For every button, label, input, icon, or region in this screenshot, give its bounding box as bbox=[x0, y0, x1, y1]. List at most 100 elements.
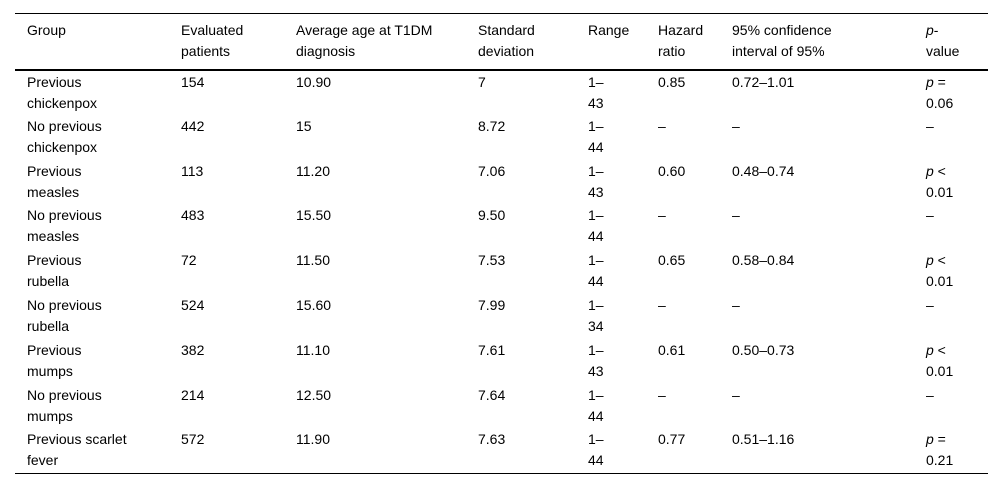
cell-hazard-ratio: – bbox=[658, 386, 666, 403]
col-header-average-age: Average age at T1DM diagnosis bbox=[284, 13, 466, 71]
cell-standard-deviation: 7.63 bbox=[478, 431, 506, 448]
col-header-group: Group bbox=[15, 13, 169, 71]
p-header-rest: - value bbox=[926, 22, 960, 59]
cell-average-age: 11.50 bbox=[296, 252, 330, 269]
cell-p-value: p = 0.21 bbox=[926, 431, 954, 469]
p-symbol: p bbox=[926, 74, 934, 90]
cell-average-age: 15.50 bbox=[296, 207, 332, 224]
p-symbol: p bbox=[926, 341, 934, 358]
cell-range: 1– 44 bbox=[588, 207, 604, 245]
cell-average-age: 11.10 bbox=[296, 341, 330, 358]
statistics-table: Group Evaluated patients Average age at … bbox=[15, 13, 988, 474]
cell-confidence-interval: 0.51–1.16 bbox=[732, 431, 795, 448]
cell-average-age: 10.90 bbox=[296, 74, 332, 90]
cell-confidence-interval: 0.72–1.01 bbox=[732, 74, 795, 90]
cell-p-value: p < 0.01 bbox=[926, 252, 954, 290]
cell-hazard-ratio: – bbox=[658, 117, 666, 134]
table-row: Previous measles 113 11.20 7.06 1– 43 0.… bbox=[15, 160, 988, 205]
col-header-confidence-interval: 95% confidence interval of 95% bbox=[720, 13, 914, 71]
cell-range: 1– 43 bbox=[588, 341, 604, 379]
cell-standard-deviation: 7.06 bbox=[478, 162, 506, 179]
cell-p-value: – bbox=[926, 296, 934, 313]
col-header-range: Range bbox=[576, 13, 646, 71]
cell-evaluated-patients: 154 bbox=[181, 74, 205, 90]
cell-group: Previous mumps bbox=[27, 341, 82, 379]
cell-evaluated-patients: 483 bbox=[181, 207, 205, 224]
cell-group: Previous rubella bbox=[27, 252, 82, 290]
cell-hazard-ratio: 0.77 bbox=[658, 431, 686, 448]
cell-standard-deviation: 9.50 bbox=[478, 207, 506, 224]
cell-average-age: 15.60 bbox=[296, 296, 332, 313]
cell-range: 1– 44 bbox=[588, 252, 604, 290]
cell-confidence-interval: 0.50–0.73 bbox=[732, 341, 795, 358]
cell-hazard-ratio: 0.85 bbox=[658, 74, 686, 90]
p-symbol: p bbox=[926, 431, 934, 448]
cell-group: No previous chickenpox bbox=[27, 117, 102, 155]
cell-group: Previous measles bbox=[27, 162, 82, 200]
cell-confidence-interval: – bbox=[732, 117, 740, 134]
col-header-standard-deviation: Standard deviation bbox=[466, 13, 576, 71]
cell-confidence-interval: 0.48–0.74 bbox=[732, 162, 795, 179]
cell-average-age: 11.90 bbox=[296, 431, 330, 448]
cell-average-age: 11.20 bbox=[296, 162, 330, 179]
table-row: Previous mumps 382 11.10 7.61 1– 43 0.61… bbox=[15, 339, 988, 384]
cell-p-value: p = 0.06 bbox=[926, 74, 954, 111]
table-row: Previous scarlet fever 572 11.90 7.63 1–… bbox=[15, 428, 988, 473]
cell-confidence-interval: – bbox=[732, 207, 740, 224]
cell-hazard-ratio: 0.65 bbox=[658, 252, 686, 269]
cell-evaluated-patients: 382 bbox=[181, 341, 205, 358]
cell-evaluated-patients: 113 bbox=[181, 162, 204, 179]
cell-p-value: p < 0.01 bbox=[926, 341, 954, 379]
col-header-p-value: p- value bbox=[914, 13, 988, 71]
p-symbol: p bbox=[926, 162, 934, 179]
cell-standard-deviation: 7.64 bbox=[478, 386, 506, 403]
cell-hazard-ratio: – bbox=[658, 207, 666, 224]
table-row: Previous rubella 72 11.50 7.53 1– 44 0.6… bbox=[15, 249, 988, 294]
cell-standard-deviation: 8.72 bbox=[478, 117, 506, 134]
col-header-evaluated-patients: Evaluated patients bbox=[169, 13, 284, 71]
cell-average-age: 15 bbox=[296, 117, 312, 134]
cell-standard-deviation: 7.53 bbox=[478, 252, 506, 269]
cell-range: 1– 44 bbox=[588, 117, 604, 155]
header-row: Group Evaluated patients Average age at … bbox=[15, 13, 988, 71]
cell-range: 1– 44 bbox=[588, 431, 604, 469]
cell-evaluated-patients: 572 bbox=[181, 431, 205, 448]
cell-group: Previous scarlet fever bbox=[27, 431, 127, 469]
cell-range: 1– 43 bbox=[588, 74, 604, 111]
p-symbol: p bbox=[926, 22, 934, 38]
cell-hazard-ratio: 0.60 bbox=[658, 162, 686, 179]
table-body: Previous chickenpox 154 10.90 7 1– 43 0.… bbox=[15, 70, 988, 473]
cell-p-value: – bbox=[926, 117, 934, 134]
cell-evaluated-patients: 524 bbox=[181, 296, 205, 313]
cell-group: No previous mumps bbox=[27, 386, 102, 424]
cell-group: No previous rubella bbox=[27, 296, 102, 334]
cell-standard-deviation: 7.99 bbox=[478, 296, 506, 313]
cell-standard-deviation: 7 bbox=[478, 74, 486, 90]
cell-hazard-ratio: 0.61 bbox=[658, 341, 686, 358]
table-row: No previous rubella 524 15.60 7.99 1– 34… bbox=[15, 294, 988, 339]
cell-range: 1– 43 bbox=[588, 162, 604, 200]
cell-evaluated-patients: 72 bbox=[181, 252, 197, 269]
cell-hazard-ratio: – bbox=[658, 296, 666, 313]
col-header-hazard-ratio: Hazard ratio bbox=[646, 13, 720, 71]
table-row: No previous measles 483 15.50 9.50 1– 44… bbox=[15, 204, 988, 249]
cell-group: Previous chickenpox bbox=[27, 74, 98, 111]
table-row: No previous chickenpox 442 15 8.72 1– 44… bbox=[15, 115, 988, 160]
cell-confidence-interval: – bbox=[732, 386, 740, 403]
cell-confidence-interval: – bbox=[732, 296, 740, 313]
cell-evaluated-patients: 214 bbox=[181, 386, 205, 403]
cell-standard-deviation: 7.61 bbox=[478, 341, 506, 358]
table-row: Previous chickenpox 154 10.90 7 1– 43 0.… bbox=[15, 70, 988, 115]
p-symbol: p bbox=[926, 252, 934, 269]
cell-p-value: p < 0.01 bbox=[926, 162, 954, 200]
cell-range: 1– 44 bbox=[588, 386, 604, 424]
cell-p-value: – bbox=[926, 207, 934, 224]
cell-p-value: – bbox=[926, 386, 934, 403]
cell-average-age: 12.50 bbox=[296, 386, 332, 403]
cell-confidence-interval: 0.58–0.84 bbox=[732, 252, 795, 269]
cell-evaluated-patients: 442 bbox=[181, 117, 205, 134]
table-row: No previous mumps 214 12.50 7.64 1– 44 –… bbox=[15, 384, 988, 429]
cell-range: 1– 34 bbox=[588, 296, 604, 334]
cell-group: No previous measles bbox=[27, 207, 102, 245]
